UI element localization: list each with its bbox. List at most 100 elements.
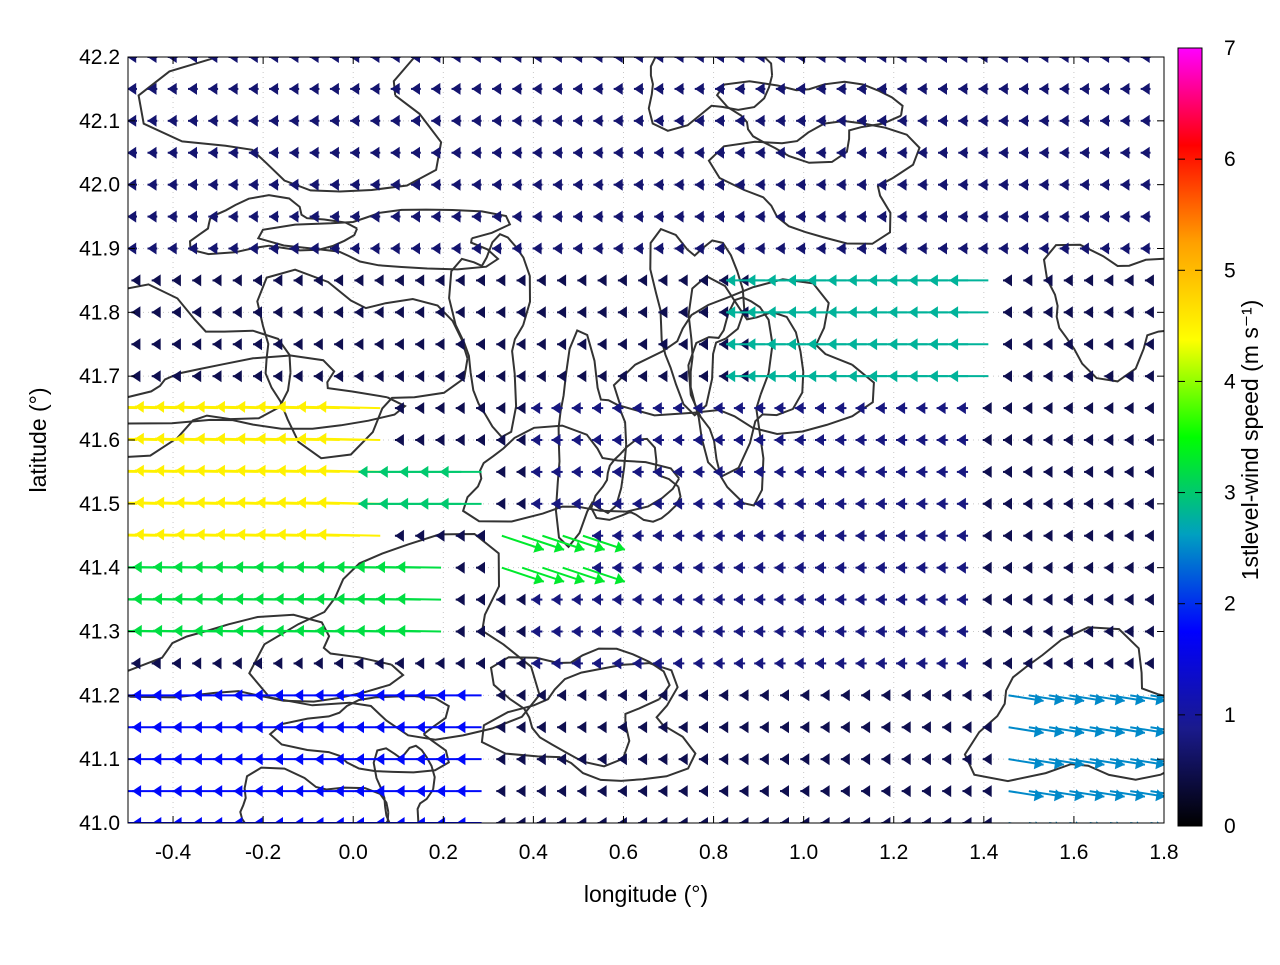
- wind-arrow: [1003, 561, 1012, 574]
- wind-arrow: [374, 657, 384, 670]
- wind-arrow: [1059, 114, 1070, 127]
- wind-arrow: [820, 785, 830, 798]
- wind-arrow: [713, 402, 725, 415]
- wind-arrow: [151, 657, 161, 670]
- wind-arrow: [171, 338, 181, 351]
- wind-arrow: [1079, 114, 1090, 127]
- wind-arrow: [1059, 242, 1070, 255]
- wind-arrow: [132, 817, 158, 823]
- wind-arrow: [632, 625, 644, 638]
- wind-arrow: [942, 817, 952, 823]
- wind-arrow: [577, 721, 587, 734]
- wind-arrow: [820, 721, 830, 734]
- wind-arrow: [1124, 593, 1134, 606]
- wind-arrow: [958, 82, 969, 95]
- wind-arrow: [1079, 210, 1090, 223]
- wind-arrow: [1079, 57, 1090, 63]
- wind-arrow: [774, 402, 786, 415]
- wind-arrow: [917, 146, 928, 159]
- wind-arrow: [269, 57, 279, 63]
- wind-arrow: [147, 178, 158, 191]
- wind-arrow: [1079, 178, 1090, 191]
- wind-arrow: [713, 593, 725, 606]
- wind-arrow: [678, 785, 688, 798]
- x-tick-label: 1.8: [1149, 841, 1178, 864]
- wind-arrow: [658, 274, 668, 287]
- wind-arrow: [897, 57, 908, 63]
- wind-arrow: [370, 57, 381, 63]
- wind-arrow: [617, 721, 627, 734]
- wind-arrow: [982, 625, 992, 638]
- wind-arrow: [632, 465, 644, 478]
- wind-arrow: [1120, 178, 1131, 191]
- y-axis-ticks: 41.0 41.1 41.2 41.3 41.4 41.5 41.6 41.7 41.8 41.9…: [79, 46, 1164, 835]
- wind-arrow: [1140, 178, 1151, 191]
- wind-arrow: [1023, 561, 1033, 574]
- wind-arrow: [719, 721, 729, 734]
- wind-arrow: [531, 497, 543, 510]
- wind-arrow: [394, 529, 404, 542]
- wind-arrow: [496, 657, 506, 670]
- wind-arrow: [1124, 561, 1134, 574]
- wind-arrow: [188, 146, 198, 159]
- wind-arrow: [633, 210, 644, 223]
- wind-arrow: [1100, 178, 1110, 191]
- wind-arrow: [248, 242, 259, 255]
- wind-arrow: [394, 274, 404, 287]
- wind-arrow: [796, 114, 806, 127]
- wind-arrow: [658, 721, 668, 734]
- wind-arrow: [455, 561, 465, 574]
- wind-arrow: [739, 817, 749, 823]
- wind-arrow: [248, 82, 259, 95]
- wind-arrow: [962, 785, 972, 798]
- wind-arrow: [228, 57, 239, 63]
- wind-arrow: [958, 57, 969, 63]
- wind-arrow: [597, 370, 607, 383]
- wind-arrow: [597, 306, 607, 319]
- wind-arrow: [1043, 434, 1053, 446]
- wind-arrow: [982, 817, 992, 823]
- wind-arrow: [674, 178, 685, 191]
- wind-arrow: [1104, 625, 1114, 638]
- wind-arrow: [958, 146, 969, 159]
- wind-arrow: [613, 210, 624, 223]
- wind-arrow: [633, 242, 644, 255]
- colorbar-tick-label: 4: [1224, 370, 1236, 393]
- wind-arrow: [471, 146, 482, 159]
- wind-arrow: [334, 274, 344, 287]
- wind-arrow: [956, 657, 969, 670]
- wind-arrow: [592, 402, 604, 415]
- wind-arrow: [617, 785, 627, 798]
- wind-arrow: [1144, 434, 1154, 446]
- wind-arrow: [475, 274, 485, 287]
- wind-arrow: [334, 370, 344, 383]
- wind-arrow: [877, 210, 887, 223]
- wind-arrow: [1124, 306, 1134, 319]
- contour-line: [461, 424, 680, 523]
- wind-arrow: [1059, 82, 1070, 95]
- wind-arrow: [1124, 625, 1134, 638]
- wind-arrow: [370, 178, 381, 191]
- wind-arrow: [982, 497, 992, 510]
- wind-arrow: [855, 402, 867, 415]
- wind-arrow: [638, 370, 648, 383]
- wind-arrow: [475, 434, 485, 446]
- wind-arrow: [673, 497, 685, 510]
- wind-arrow: [496, 721, 506, 734]
- wind-arrows: [128, 57, 1164, 823]
- wind-arrow: [597, 689, 607, 702]
- wind-arrow: [496, 370, 506, 383]
- wind-arrow: [248, 57, 259, 63]
- wind-arrow: [780, 721, 789, 734]
- wind-arrow: [171, 657, 181, 670]
- wind-arrow: [794, 465, 806, 478]
- wind-arrow: [875, 434, 887, 446]
- wind-arrow: [435, 402, 445, 415]
- wind-arrow: [370, 82, 381, 95]
- wind-arrow: [410, 146, 421, 159]
- wind-arrow: [573, 210, 583, 223]
- y-tick-label: 42.0: [79, 174, 120, 197]
- wind-arrow: [949, 370, 989, 383]
- wind-arrow: [451, 210, 462, 223]
